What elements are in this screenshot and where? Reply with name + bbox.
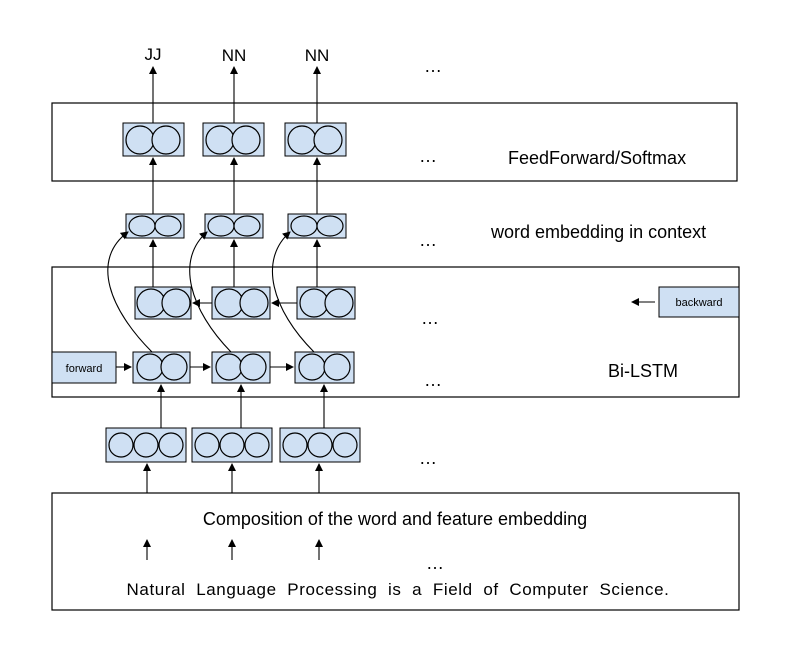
forward-lstm-cell-3 [294,351,355,384]
context-label: word embedding in context [490,222,706,242]
output-tag-1: JJ [145,45,162,64]
forward-lstm-cell-1 [132,351,191,384]
output-tag-3: NN [305,46,330,65]
ellipsis-feedforward: … [419,146,437,166]
context-embedding-cell-2 [204,213,264,239]
feature-embedding-cell-1 [105,427,187,463]
backward-lstm-cell-3 [296,286,356,320]
composition-layer-box [51,492,740,611]
forward-input-box: forward [51,351,117,384]
feature-embedding-cell-2 [191,427,273,463]
feature-embedding-cell-3 [279,427,361,463]
backward-lstm-cell-1 [134,286,192,320]
backward-lstm-cell-2 [211,286,271,320]
backward-label: backward [675,297,722,309]
backward-input-box: backward [658,286,740,318]
ellipsis-top: … [424,56,442,76]
ellipsis-context: … [419,230,437,250]
feedforward-label: FeedForward/Softmax [508,148,686,168]
output-tag-2: NN [222,46,247,65]
composition-label: Composition of the word and feature embe… [203,509,587,529]
context-embedding-cell-1 [125,213,185,239]
ellipsis-sentence: … [426,553,444,573]
bilstm-label: Bi-LSTM [608,361,678,381]
softmax-cell-3 [284,122,347,157]
ellipsis-features: … [419,448,437,468]
softmax-cell-2 [202,122,265,157]
forward-label: forward [66,363,103,375]
forward-lstm-cell-2 [211,351,271,384]
ellipsis-forward: … [424,370,442,390]
softmax-cell-1 [122,122,185,157]
input-sentence: Natural Language Processing is a Field o… [127,580,670,599]
context-embedding-cell-3 [287,213,347,239]
ellipsis-backward: … [421,308,439,328]
